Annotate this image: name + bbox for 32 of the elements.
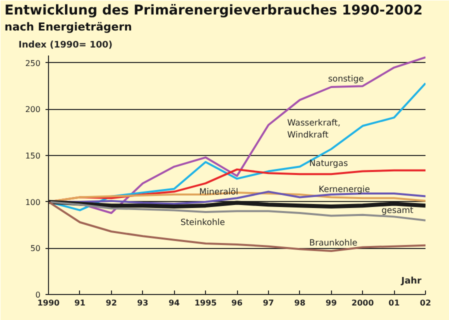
- x-tick-label: 01: [388, 298, 400, 308]
- x-tick-label: 1995: [194, 298, 218, 308]
- y-tick-label: 50: [30, 244, 41, 254]
- chart-title: Entwicklung des Primärenergieverbrauches 1990-2002: [4, 2, 423, 18]
- x-tick-label: 91: [74, 298, 86, 308]
- line-series: [48, 200, 426, 252]
- x-tick-label: 92: [106, 298, 117, 308]
- x-tick-label: 02: [420, 298, 432, 308]
- x-tick-label: 98: [294, 298, 306, 308]
- y-tick-label: 100: [25, 198, 41, 207]
- y-tick-label: 200: [25, 105, 41, 114]
- x-tick-label: 97: [262, 298, 274, 308]
- y-axis-title: Index (1990= 100): [18, 40, 112, 50]
- series-label: Mineralöl: [199, 188, 238, 198]
- x-tick-label: 1990: [37, 298, 60, 308]
- x-tick-label: 96: [231, 298, 243, 308]
- series-label: Kernenergie: [318, 184, 370, 195]
- series-label: Wasserkraft, Windkraft: [287, 118, 340, 141]
- series-label: Steinkohle: [180, 218, 225, 228]
- series-label: sonstige: [328, 74, 364, 85]
- x-tick-label: 94: [168, 298, 180, 308]
- y-tick-label: 150: [25, 152, 41, 161]
- x-tick-label: 2000: [352, 298, 374, 308]
- x-tick-label: 99: [326, 298, 338, 308]
- x-tick-label: 93: [137, 298, 148, 308]
- series-label: Naturgas: [309, 158, 348, 169]
- series-label: gesamt: [382, 206, 414, 216]
- y-tick-label: 0: [35, 290, 41, 300]
- x-axis-title: Jahr: [400, 276, 422, 286]
- chart-subtitle: nach Energieträgern: [4, 20, 132, 34]
- y-tick-label: 250: [25, 58, 41, 68]
- series-label: Braunkohle: [309, 238, 358, 249]
